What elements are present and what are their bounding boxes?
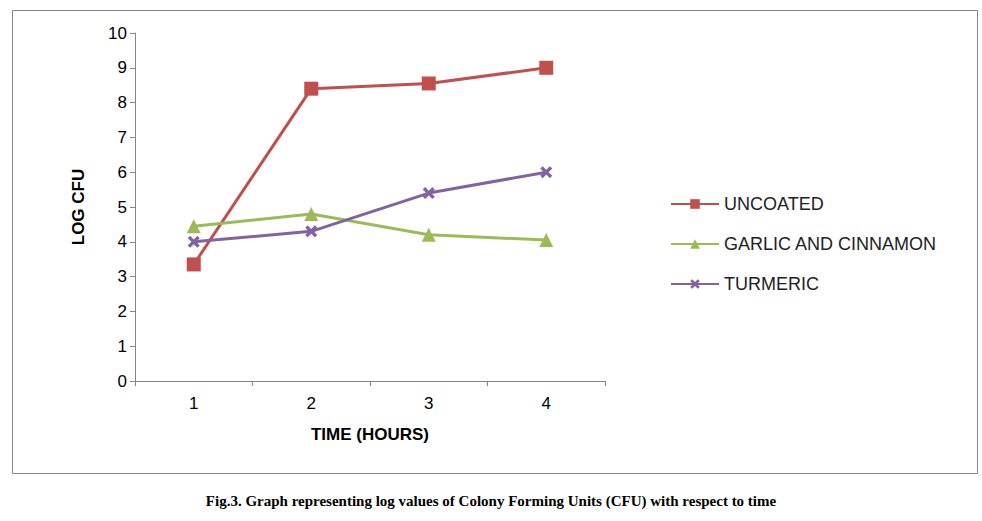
- svg-text:2: 2: [307, 394, 316, 413]
- svg-text:0: 0: [118, 372, 127, 391]
- svg-text:TIME (HOURS): TIME (HOURS): [311, 425, 429, 444]
- svg-text:1: 1: [189, 394, 198, 413]
- svg-text:10: 10: [108, 24, 127, 43]
- svg-text:7: 7: [118, 128, 127, 147]
- svg-text:5: 5: [118, 198, 127, 217]
- svg-text:GARLIC AND CINNAMON: GARLIC AND CINNAMON: [724, 234, 936, 254]
- svg-text:3: 3: [424, 394, 433, 413]
- svg-text:Fig.3. Graph representing log: Fig.3. Graph representing log values of …: [206, 493, 777, 510]
- svg-text:3: 3: [118, 267, 127, 286]
- svg-text:LOG CFU: LOG CFU: [69, 169, 88, 246]
- svg-text:4: 4: [542, 394, 551, 413]
- svg-text:2: 2: [118, 302, 127, 321]
- svg-text:TURMERIC: TURMERIC: [724, 274, 819, 294]
- svg-text:8: 8: [118, 93, 127, 112]
- svg-text:4: 4: [118, 232, 127, 251]
- svg-text:UNCOATED: UNCOATED: [724, 194, 824, 214]
- svg-text:1: 1: [118, 337, 127, 356]
- svg-text:6: 6: [118, 163, 127, 182]
- svg-text:9: 9: [118, 58, 127, 77]
